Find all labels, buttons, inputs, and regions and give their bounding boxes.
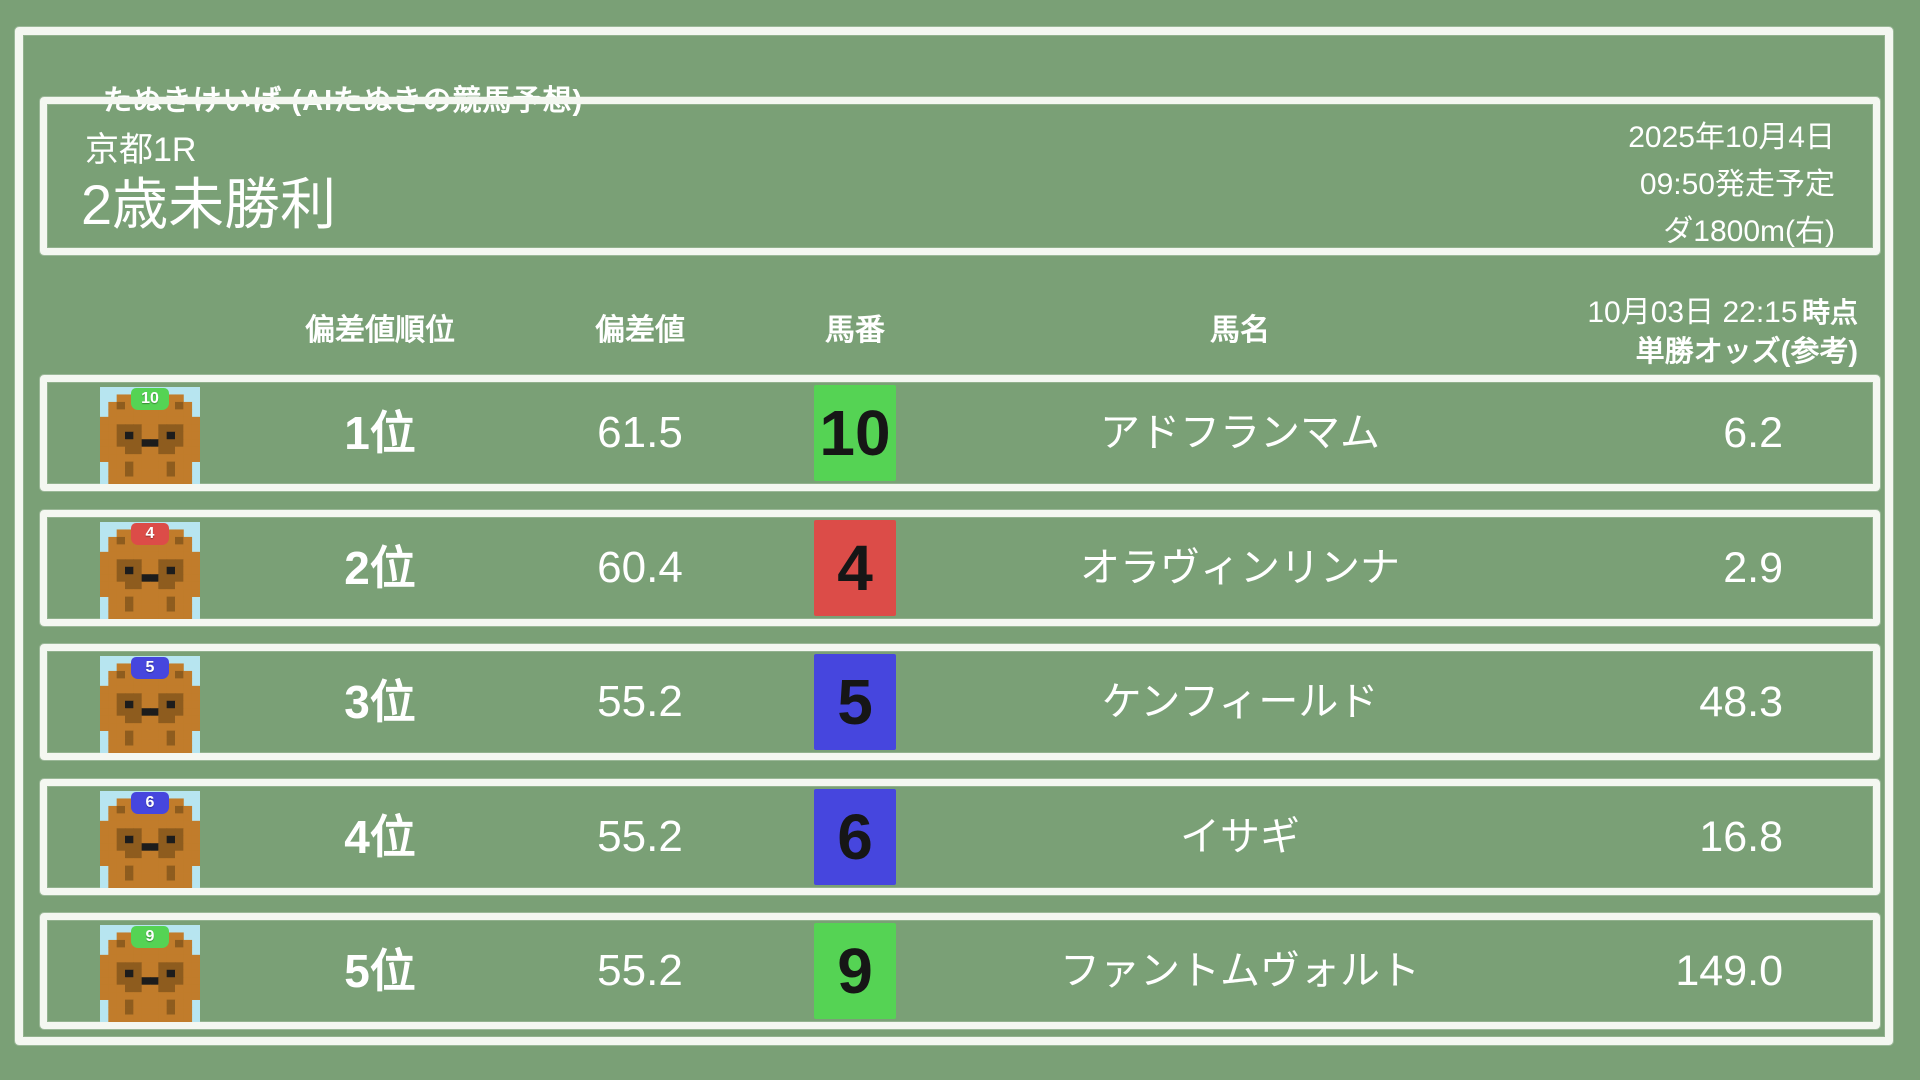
table-header: 偏差値順位 偏差値 馬番 馬名 10月03日 22:15 時点 単勝オッズ(参考… [40,293,1880,369]
race-meta: 2025年10月4日 09:50発走予定 ダ1800m(右) [1628,114,1835,255]
horse-name: ケンフィールド [1101,680,1379,724]
odds-timestamp: 10月03日 22:15 [1587,296,1798,329]
race-name: 2歳未勝利 [81,173,337,236]
race-info-box: 京都1R 2歳未勝利 2025年10月4日 09:50発走予定 ダ1800m(右… [40,97,1880,255]
tanuki-avatar: 6 [100,791,200,888]
cap-number: 4 [145,525,155,542]
horse-number-badge: 9 [814,923,896,1019]
header-name: 馬名 [1210,314,1270,347]
cap-number: 9 [145,928,155,945]
prediction-row-1: 10 1位 61.5 10 アドフランマム 6.2 [40,375,1880,491]
horse-name: ファントムヴォルト [1060,949,1420,993]
tanuki-avatar: 9 [100,925,200,1022]
horse-name: アドフランマム [1100,411,1380,455]
horse-number: 9 [837,935,873,1007]
odds-value: 16.8 [1699,813,1783,861]
horse-number: 6 [837,801,873,873]
header-rank: 偏差値順位 [305,314,455,347]
prediction-row-4: 6 4位 55.2 6 イサギ 16.8 [40,779,1880,895]
rank-text: 5位 [344,945,416,997]
header-odds: 10月03日 22:15 時点 単勝オッズ(参考) [1587,295,1858,370]
horse-number: 4 [837,532,873,604]
tanuki-avatar: 5 [100,656,200,753]
header-number: 馬番 [825,314,885,347]
deviation-value: 60.4 [597,543,683,592]
cap-number-badge: 9 [131,926,169,948]
cap-number-badge: 6 [131,792,169,814]
cap-number: 10 [141,390,159,407]
odds-value: 48.3 [1699,678,1783,726]
race-date: 2025年10月4日 [1628,121,1835,154]
cap-number-badge: 10 [131,388,169,410]
tanuki-pixel-art-icon [100,656,200,753]
tanuki-pixel-art-icon [100,925,200,1022]
deviation-value: 55.2 [597,677,683,726]
deviation-value: 55.2 [597,812,683,861]
odds-value: 6.2 [1723,409,1783,457]
cap-number-badge: 4 [131,523,169,545]
horse-number-badge: 6 [814,789,896,885]
tanuki-avatar: 10 [100,387,200,484]
odds-value: 149.0 [1675,947,1783,995]
cap-number: 5 [145,659,155,676]
prediction-row-2: 4 2位 60.4 4 オラヴィンリンナ 2.9 [40,510,1880,626]
odds-time-suffix: 時点 [1801,297,1858,328]
odds-value: 2.9 [1723,544,1783,592]
tanuki-avatar: 4 [100,522,200,619]
odds-label: 単勝オッズ(参考) [1635,336,1858,368]
rank-text: 4位 [344,811,416,863]
cap-number: 6 [145,794,155,811]
horse-number: 10 [819,397,891,469]
cap-number-badge: 5 [131,657,169,679]
horse-name: オラヴィンリンナ [1080,546,1400,590]
deviation-value: 61.5 [597,408,683,457]
prediction-row-3: 5 3位 55.2 5 ケンフィールド 48.3 [40,644,1880,760]
deviation-value: 55.2 [597,946,683,995]
race-start-time: 09:50発走予定 [1639,168,1835,201]
race-track-number: 京都1R [85,131,197,169]
header-value: 偏差値 [595,314,685,347]
horse-number-badge: 5 [814,654,896,750]
rank-text: 2位 [344,542,416,594]
prediction-row-5: 9 5位 55.2 9 ファントムヴォルト 149.0 [40,913,1880,1029]
rank-text: 3位 [344,676,416,728]
rank-text: 1位 [344,407,416,459]
horse-number: 5 [837,666,873,738]
race-course: ダ1800m(右) [1663,215,1835,248]
horse-name: イサギ [1180,815,1300,859]
horse-number-badge: 4 [814,520,896,616]
horse-number-badge: 10 [814,385,896,481]
